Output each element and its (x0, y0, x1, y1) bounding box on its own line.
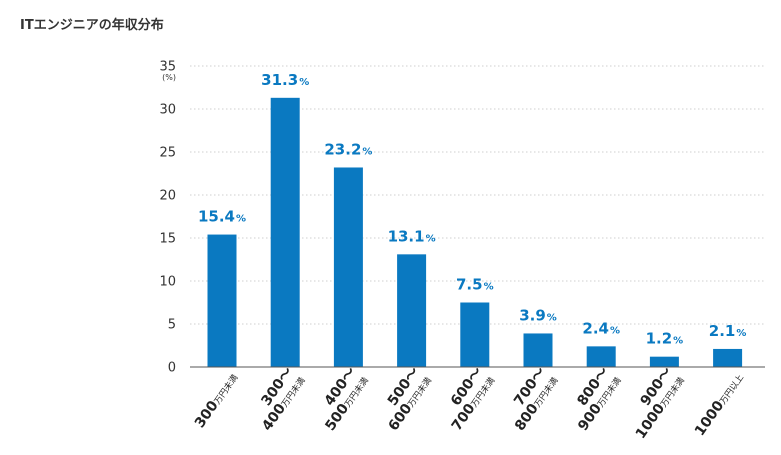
x-tick-label: 900〜1000万円未満 (633, 364, 687, 442)
chart-title: ITエンジニアの年収分布 (20, 18, 164, 33)
y-axis: 0 5 10 15 20 25 30 35(%) (159, 60, 176, 376)
y-tick-label: 5 (168, 318, 176, 333)
y-tick-label: 0 (168, 361, 176, 376)
y-tick-label: 15 (159, 232, 176, 247)
bar (333, 167, 363, 367)
data-label: 2.1% (709, 322, 747, 340)
data-label: 15.4% (198, 208, 246, 226)
x-tick-label: 300〜400万円未満 (258, 364, 308, 434)
y-axis-unit: (%) (162, 73, 176, 82)
y-tick-label: 25 (159, 146, 176, 161)
bar (397, 254, 427, 367)
data-label: 2.4% (582, 319, 620, 337)
bar (713, 348, 743, 367)
bar (649, 356, 679, 367)
x-tick-label: 400〜500万円未満 (322, 364, 372, 434)
bar (460, 302, 490, 367)
y-tick-label: 35 (159, 60, 176, 75)
x-tick-label: 500〜600万円未満 (385, 364, 435, 434)
x-tick-label-line1: 300万円未満 (192, 370, 242, 431)
data-labels: 15.4% 31.3% 23.2% 13.1% 7.5% 3.9% 2.4% 1.2% 2.1% (198, 71, 746, 348)
x-tick-label: 1000万円以上 (692, 370, 747, 439)
x-tick-label: 800〜900万円未満 (574, 364, 624, 434)
y-tick-label: 10 (159, 275, 176, 290)
x-axis: 300万円未満 300〜400万円未満 400〜500万円未満 500〜600万円未満… (190, 364, 765, 442)
y-tick-label: 20 (159, 189, 176, 204)
data-label: 1.2% (646, 330, 684, 348)
bar (270, 97, 300, 367)
bar (523, 333, 553, 367)
bar (207, 234, 237, 367)
y-tick-label: 30 (159, 103, 176, 118)
data-label: 3.9% (519, 306, 557, 324)
x-tick-label: 600〜700万円未満 (448, 364, 498, 434)
data-label: 23.2% (324, 140, 372, 158)
bars (207, 97, 743, 367)
x-tick-label: 700〜800万円未満 (511, 364, 561, 434)
bar (586, 346, 616, 367)
data-label: 13.1% (388, 227, 436, 245)
x-tick-label-line1: 1000万円以上 (692, 370, 747, 439)
data-label: 7.5% (456, 276, 494, 294)
x-tick-label: 300万円未満 (192, 370, 242, 431)
data-label: 31.3% (261, 71, 309, 89)
